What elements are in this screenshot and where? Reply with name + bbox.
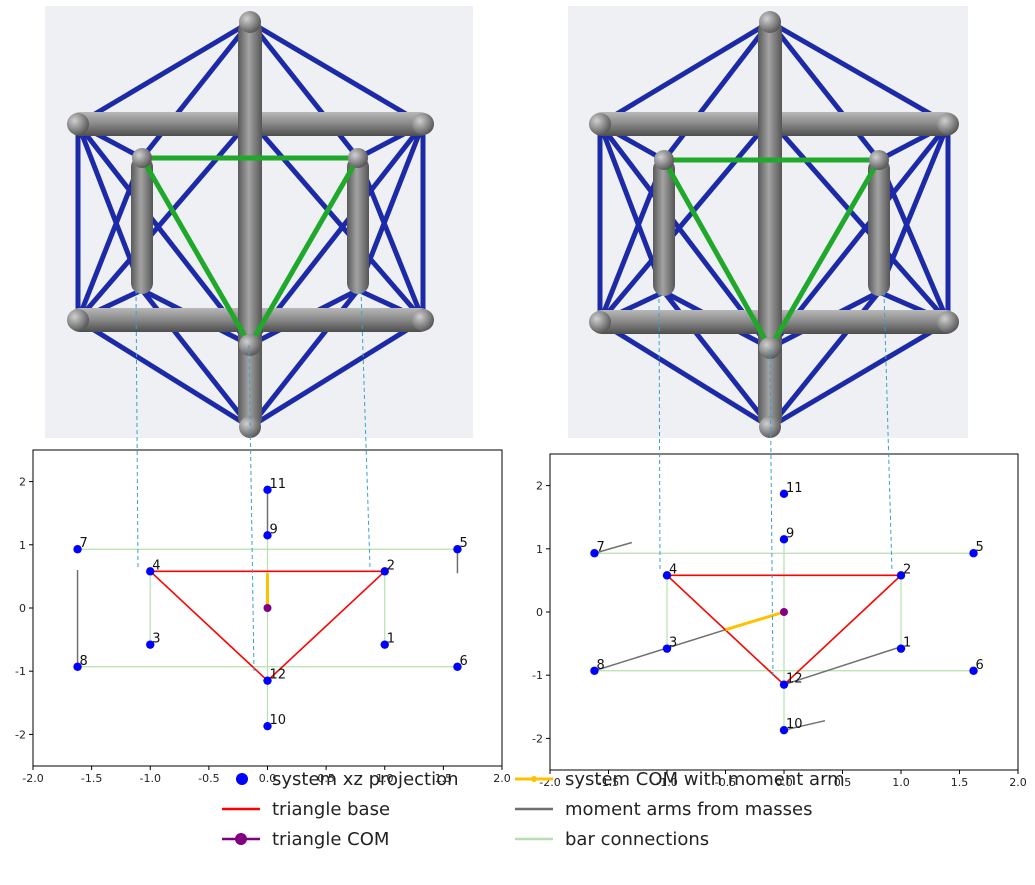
legend-marker	[531, 776, 537, 782]
legend-entry: moment arms from masses	[515, 799, 812, 820]
legend-entry: bar connections	[515, 829, 709, 850]
x-tick-label: 2.0	[493, 772, 511, 785]
point-label: 1	[387, 632, 395, 647]
point-label: 9	[786, 526, 794, 541]
plot-panel-left: -2.0-1.5-1.0-0.50.00.51.01.52.0210-1-212…	[15, 450, 511, 785]
y-tick-label: -2	[532, 732, 543, 745]
y-tick-label: 0	[19, 602, 26, 615]
x-tick-label: 2.0	[1009, 776, 1027, 789]
legend-entry: triangle COM	[222, 829, 389, 850]
point-label: 12	[270, 668, 287, 683]
point-label: 8	[596, 658, 604, 673]
y-tick-label: 0	[536, 606, 543, 619]
point-label: 5	[459, 536, 467, 551]
point-label: 8	[80, 654, 88, 669]
point-label: 10	[786, 717, 803, 732]
legend-entry: system COM with moment arm	[515, 769, 845, 790]
point-label: 4	[152, 558, 160, 573]
point-label: 12	[786, 672, 803, 687]
x-tick-label: -1.0	[140, 772, 161, 785]
x-tick-label: 1.5	[951, 776, 969, 789]
tensegrity-render-right	[568, 6, 968, 438]
point-label: 3	[152, 632, 160, 647]
point-label: 7	[80, 536, 88, 551]
point-label: 4	[669, 562, 677, 577]
point-label: 9	[270, 522, 278, 537]
point-label: 5	[976, 540, 984, 555]
y-tick-label: 1	[536, 543, 543, 556]
y-tick-label: -2	[15, 728, 26, 741]
legend-entry: triangle base	[222, 799, 390, 820]
y-tick-label: 1	[19, 539, 26, 552]
plot-panel-right: -2.0-1.5-1.0-0.50.00.51.01.52.0210-1-212…	[532, 454, 1027, 789]
legend-swatch	[236, 773, 248, 785]
x-tick-label: -2.0	[22, 772, 43, 785]
x-tick-label: -1.5	[81, 772, 102, 785]
legend-label: bar connections	[565, 829, 709, 850]
point-label: 6	[459, 654, 467, 669]
point-label: 11	[270, 477, 287, 492]
point-label: 3	[669, 636, 677, 651]
y-tick-label: 2	[19, 476, 26, 489]
point-label: 2	[387, 558, 395, 573]
legend-label: triangle COM	[272, 829, 389, 850]
triangle-com-point	[780, 608, 788, 616]
legend: system xz projection triangle base triangl…	[222, 769, 845, 850]
point-label: 1	[903, 636, 911, 651]
point-label: 7	[596, 540, 604, 555]
point-label: 2	[903, 562, 911, 577]
legend-label: system xz projection	[272, 769, 459, 790]
x-tick-label: 1.0	[892, 776, 910, 789]
legend-label: triangle base	[272, 799, 390, 820]
point-label: 6	[976, 658, 984, 673]
y-tick-label: -1	[532, 669, 543, 682]
legend-label: system COM with moment arm	[565, 769, 845, 790]
legend-label: moment arms from masses	[565, 799, 812, 820]
y-tick-label: 2	[536, 480, 543, 493]
legend-marker	[235, 833, 247, 845]
point-label: 10	[270, 713, 287, 728]
triangle-com-point	[264, 604, 272, 612]
point-label: 11	[786, 481, 803, 496]
tensegrity-render-left	[45, 6, 473, 438]
y-tick-label: -1	[15, 665, 26, 678]
x-tick-label: -0.5	[198, 772, 219, 785]
